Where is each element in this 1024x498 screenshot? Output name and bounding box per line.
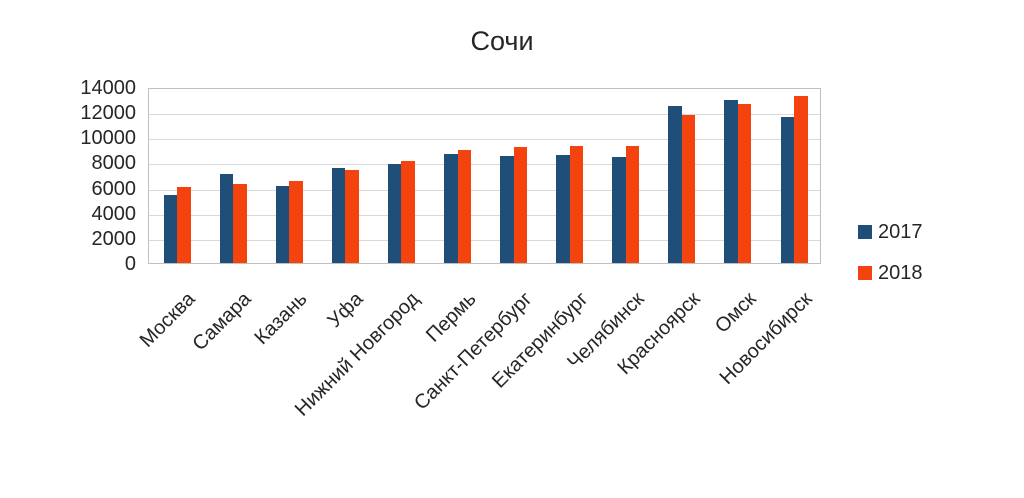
bar-2018 bbox=[681, 115, 696, 263]
legend-item-2017: 2017 bbox=[858, 220, 923, 244]
y-tick-label: 0 bbox=[124, 253, 136, 275]
gridline bbox=[149, 239, 820, 241]
bar-2017 bbox=[556, 154, 570, 263]
legend-item-2018: 2018 bbox=[858, 261, 923, 285]
bar-2018 bbox=[401, 161, 415, 263]
bar-2017 bbox=[275, 186, 290, 263]
bar-2018 bbox=[569, 145, 584, 263]
gridline bbox=[149, 214, 820, 216]
legend-swatch-icon bbox=[858, 225, 872, 239]
bar-2017 bbox=[219, 173, 234, 263]
bar-2017 bbox=[724, 100, 738, 263]
plot-area bbox=[148, 88, 821, 264]
bar-2018 bbox=[625, 145, 640, 263]
bar-2017 bbox=[163, 195, 177, 263]
bar-2018 bbox=[513, 147, 527, 263]
bar-2017 bbox=[612, 157, 626, 263]
legend: 2017 2018 bbox=[858, 220, 923, 302]
bar-2017 bbox=[668, 105, 682, 263]
legend-label: 2017 bbox=[878, 220, 923, 243]
y-tick-label: 4000 bbox=[91, 202, 137, 225]
bar-2017 bbox=[331, 167, 346, 263]
bar-2018 bbox=[794, 95, 808, 263]
y-tick-label: 6000 bbox=[91, 177, 137, 200]
bar-2017 bbox=[500, 155, 514, 263]
chart-title: Сочи bbox=[470, 26, 534, 56]
bar-2018 bbox=[177, 186, 191, 263]
legend-label: 2018 bbox=[878, 261, 923, 284]
bar-2017 bbox=[387, 164, 402, 263]
gridline bbox=[149, 189, 820, 191]
bar-2018 bbox=[289, 181, 303, 263]
y-tick-label: 2000 bbox=[91, 227, 137, 250]
y-tick-label: 12000 bbox=[80, 102, 136, 125]
bar-2018 bbox=[233, 184, 247, 263]
bar-2018 bbox=[345, 170, 359, 263]
bar-2018 bbox=[737, 104, 752, 263]
bar-2017 bbox=[444, 154, 458, 263]
legend-swatch-icon bbox=[858, 266, 872, 280]
y-tick-label: 10000 bbox=[80, 127, 136, 150]
y-tick-label: 14000 bbox=[80, 77, 136, 99]
gridline bbox=[149, 139, 820, 141]
bar-2017 bbox=[780, 117, 794, 263]
y-tick-label: 8000 bbox=[91, 152, 137, 175]
gridline bbox=[149, 114, 820, 116]
gridline bbox=[149, 164, 820, 166]
bar-2018 bbox=[457, 149, 471, 263]
